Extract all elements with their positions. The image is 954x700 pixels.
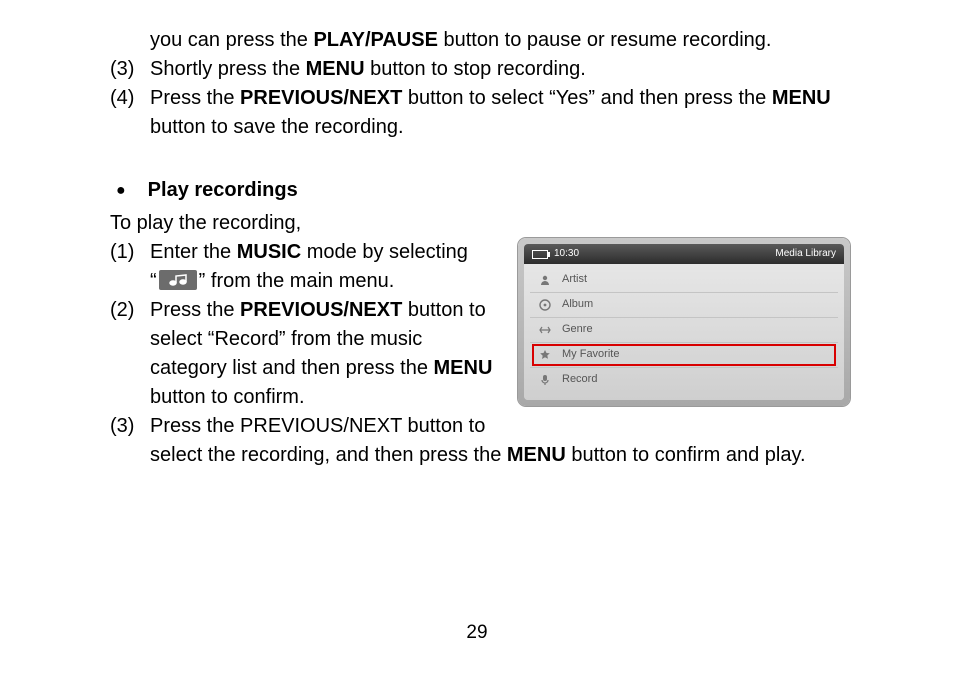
device-menu-item: My Favorite [530,343,838,368]
text-bold: PREVIOUS/NEXT [240,87,402,109]
menu-item-label: Artist [562,272,587,288]
text: button to confirm and play. [566,444,806,466]
text: select the recording, and then press the [150,444,507,466]
page-number: 29 [0,622,954,644]
list-item: (1) Enter the MUSIC mode by selecting [110,238,500,267]
item-text-cont: button to confirm. [110,383,500,412]
list-item: (3) Shortly press the MENU button to sto… [110,55,850,84]
music-mode-icon [159,270,197,290]
menu-item-label: My Favorite [562,347,619,363]
item-text: Press the PREVIOUS/NEXT button to [150,296,500,325]
menu-item-icon [538,323,552,337]
text: Shortly press the [150,58,306,80]
text-bold: MUSIC [237,241,301,263]
item-text-cont: category list and then press the MENU [110,354,500,383]
list-item: (4) Press the PREVIOUS/NEXT button to se… [110,84,850,113]
status-left: 10:30 [532,247,579,262]
menu-item-icon [538,348,552,362]
item-text-cont: button to save the recording. [110,113,850,142]
item-number: (4) [110,84,150,113]
device-menu-list: Artist Album Genre My Favorite Record [524,264,844,400]
text: Press the [150,87,240,109]
text-bold: MENU [772,87,831,109]
text: you can press the [150,29,313,51]
text-bold: MENU [434,357,493,379]
battery-icon [532,250,548,259]
two-column-layout: (1) Enter the MUSIC mode by selecting “ … [110,238,850,441]
item-text: Press the PREVIOUS/NEXT button to select… [150,84,850,113]
instruction-column: (1) Enter the MUSIC mode by selecting “ … [110,238,500,441]
item-text: Enter the MUSIC mode by selecting [150,238,500,267]
text: ” from the main menu. [199,270,395,292]
section-heading-row: ● Play recordings [110,176,850,205]
text: button to stop recording. [365,58,586,80]
text: button to [402,299,485,321]
menu-item-icon [538,373,552,387]
text: Enter the [150,241,237,263]
prev-item-continuation: you can press the PLAY/PAUSE button to p… [110,26,850,55]
page-content: you can press the PLAY/PAUSE button to p… [110,26,850,470]
text-bold: PREVIOUS/NEXT [240,299,402,321]
item-text-cont: “ ” from the main menu. [110,267,500,296]
text: category list and then press the [150,357,434,379]
screen-title: Media Library [775,247,836,262]
text-bold: PLAY/PAUSE [313,29,437,51]
item-number: (3) [110,55,150,84]
bullet-icon: ● [116,179,126,202]
menu-item-label: Album [562,297,593,313]
section-intro: To play the recording, [110,209,850,238]
text-bold: MENU [507,444,566,466]
text: Press the [150,299,240,321]
item-text: Shortly press the MENU button to stop re… [150,55,850,84]
list-item: (3) Press the PREVIOUS/NEXT button to [110,412,500,441]
item-number: (2) [110,296,150,325]
device-menu-item: Artist [530,268,838,293]
text-bold: MENU [306,58,365,80]
manual-page: you can press the PLAY/PAUSE button to p… [0,0,954,700]
text: button to select “Yes” and then press th… [402,87,772,109]
menu-item-icon [538,273,552,287]
item-text: Press the PREVIOUS/NEXT button to [150,412,500,441]
text: button to pause or resume recording. [438,29,772,51]
section-heading: Play recordings [148,176,298,205]
device-menu-item: Album [530,293,838,318]
item-number: (3) [110,412,150,441]
text: mode by selecting [301,241,468,263]
menu-item-icon [538,298,552,312]
device-menu-item: Record [530,368,838,392]
item-text-cont: select the recording, and then press the… [110,441,850,470]
device-screenshot-column: 10:30 Media Library Artist Album Genre My F… [518,238,850,441]
text: “ [150,270,157,292]
device-menu-item: Genre [530,318,838,343]
device-screen: 10:30 Media Library Artist Album Genre My F… [524,244,844,400]
device-statusbar: 10:30 Media Library [524,244,844,264]
menu-item-label: Record [562,372,597,388]
item-text-cont: select “Record” from the music [110,325,500,354]
list-item: (2) Press the PREVIOUS/NEXT button to [110,296,500,325]
status-time: 10:30 [554,247,579,262]
item-number: (1) [110,238,150,267]
device-frame: 10:30 Media Library Artist Album Genre My F… [518,238,850,406]
menu-item-label: Genre [562,322,593,338]
